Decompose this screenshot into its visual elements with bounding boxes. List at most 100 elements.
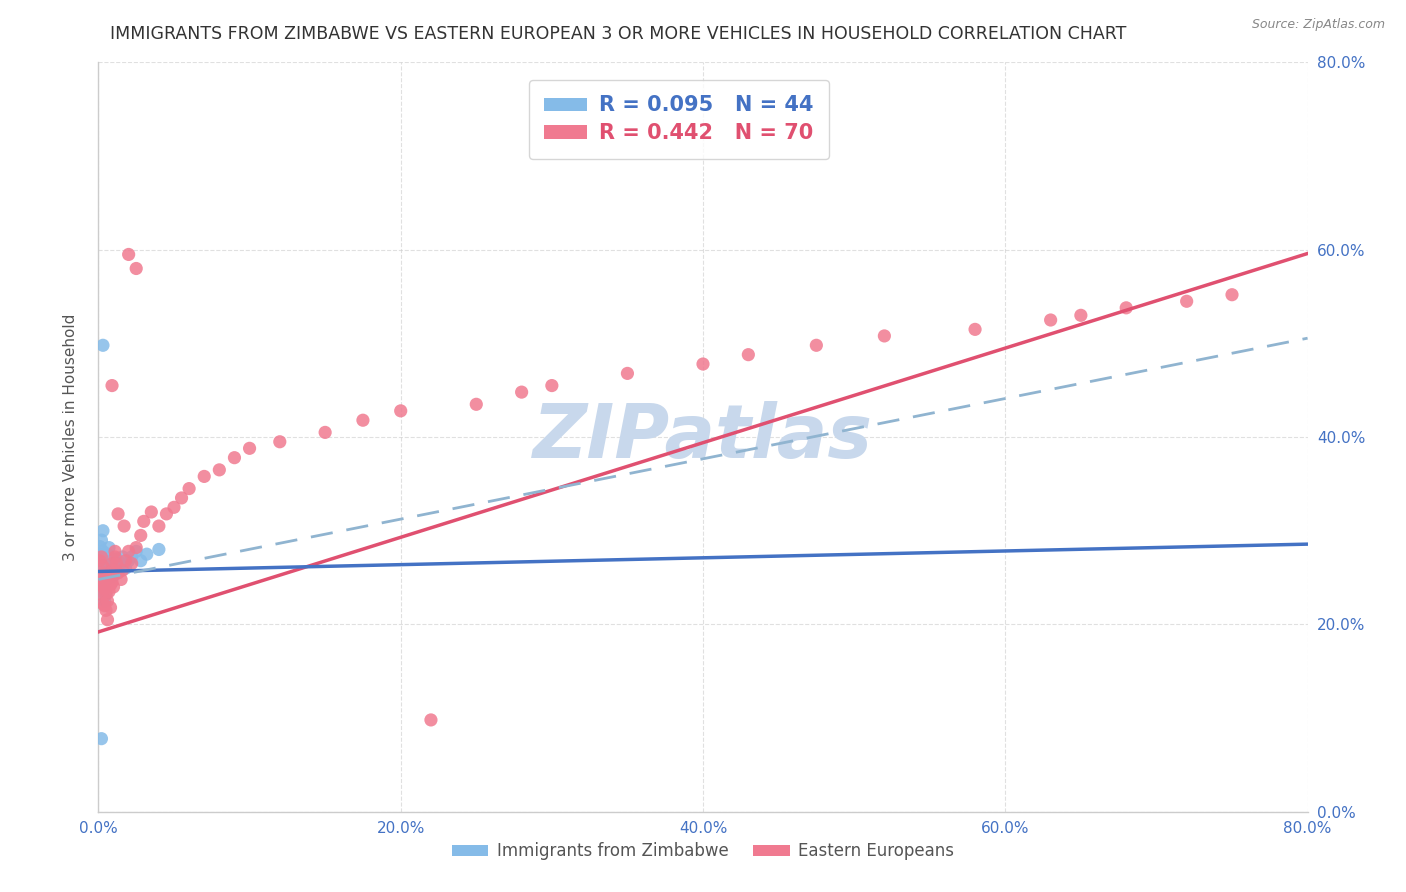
Point [104, 559, 127, 574]
Point [90, 587, 112, 601]
Point [110, 573, 132, 587]
Point [224, 450, 246, 465]
Point [510, 385, 533, 400]
Point [125, 541, 148, 555]
Point [91, 524, 114, 538]
Point [107, 566, 129, 580]
Point [101, 575, 124, 590]
Point [269, 434, 291, 449]
Point [96, 613, 118, 627]
Point [93, 594, 115, 608]
Point [94, 603, 117, 617]
Point [90, 573, 112, 587]
Point [141, 505, 163, 519]
Point [89, 554, 111, 568]
Point [873, 329, 896, 343]
Point [101, 378, 124, 392]
Point [91, 561, 114, 575]
Text: Source: ZipAtlas.com: Source: ZipAtlas.com [1251, 18, 1385, 31]
Point [93, 554, 115, 568]
Y-axis label: 3 or more Vehicles in Household: 3 or more Vehicles in Household [63, 313, 77, 561]
Point [170, 491, 193, 505]
Point [112, 519, 135, 533]
Point [737, 348, 759, 362]
Point [98, 557, 121, 571]
Point [100, 551, 122, 566]
Point [179, 482, 201, 496]
Legend: Immigrants from Zimbabwe, Eastern Europeans: Immigrants from Zimbabwe, Eastern Europe… [444, 836, 962, 867]
Point [90, 533, 112, 547]
Point [465, 397, 488, 411]
Point [114, 554, 136, 568]
Text: IMMIGRANTS FROM ZIMBABWE VS EASTERN EUROPEAN 3 OR MORE VEHICLES IN HOUSEHOLD COR: IMMIGRANTS FROM ZIMBABWE VS EASTERN EURO… [111, 25, 1126, 43]
Point [118, 247, 141, 261]
Point [91, 559, 114, 574]
Point [96, 563, 118, 577]
Point [94, 587, 117, 601]
Point [93, 582, 115, 596]
Point [103, 568, 125, 582]
Point [121, 557, 143, 571]
Point [94, 587, 117, 601]
Point [1175, 294, 1198, 309]
Point [107, 563, 129, 577]
Point [125, 544, 148, 558]
Point [89, 540, 111, 554]
Point [90, 561, 112, 575]
Point [94, 573, 117, 587]
Point [111, 549, 134, 564]
Point [96, 547, 118, 561]
Point [163, 500, 186, 515]
Point [93, 566, 115, 580]
Point [105, 557, 128, 571]
Point [1115, 301, 1137, 315]
Point [91, 597, 114, 611]
Point [111, 563, 134, 577]
Point [420, 713, 443, 727]
Point [616, 367, 638, 381]
Point [94, 573, 117, 587]
Point [91, 578, 114, 592]
Point [103, 563, 125, 577]
Point [193, 469, 215, 483]
Point [104, 549, 127, 564]
Point [98, 541, 121, 555]
Point [90, 566, 112, 580]
Point [103, 580, 125, 594]
Point [93, 568, 115, 582]
Point [91, 578, 114, 592]
Point [314, 425, 336, 440]
Point [91, 338, 114, 352]
Point [1070, 308, 1092, 322]
Point [239, 442, 262, 456]
Point [94, 559, 117, 574]
Point [101, 561, 124, 575]
Point [208, 463, 231, 477]
Point [118, 554, 141, 568]
Point [692, 357, 714, 371]
Point [1039, 313, 1062, 327]
Point [965, 322, 987, 336]
Point [125, 261, 148, 276]
Point [90, 731, 112, 746]
Point [148, 519, 170, 533]
Point [104, 544, 127, 558]
Point [98, 584, 121, 599]
Point [129, 554, 152, 568]
Point [148, 542, 170, 557]
Point [100, 568, 122, 582]
Point [90, 549, 112, 564]
Point [135, 547, 157, 561]
Point [100, 578, 122, 592]
Point [89, 575, 111, 590]
Point [105, 551, 128, 566]
Point [90, 549, 112, 564]
Point [129, 528, 152, 542]
Text: ZIPatlas: ZIPatlas [533, 401, 873, 474]
Point [100, 600, 122, 615]
Point [155, 507, 177, 521]
Point [352, 413, 374, 427]
Point [114, 561, 136, 575]
Point [98, 568, 121, 582]
Point [540, 378, 562, 392]
